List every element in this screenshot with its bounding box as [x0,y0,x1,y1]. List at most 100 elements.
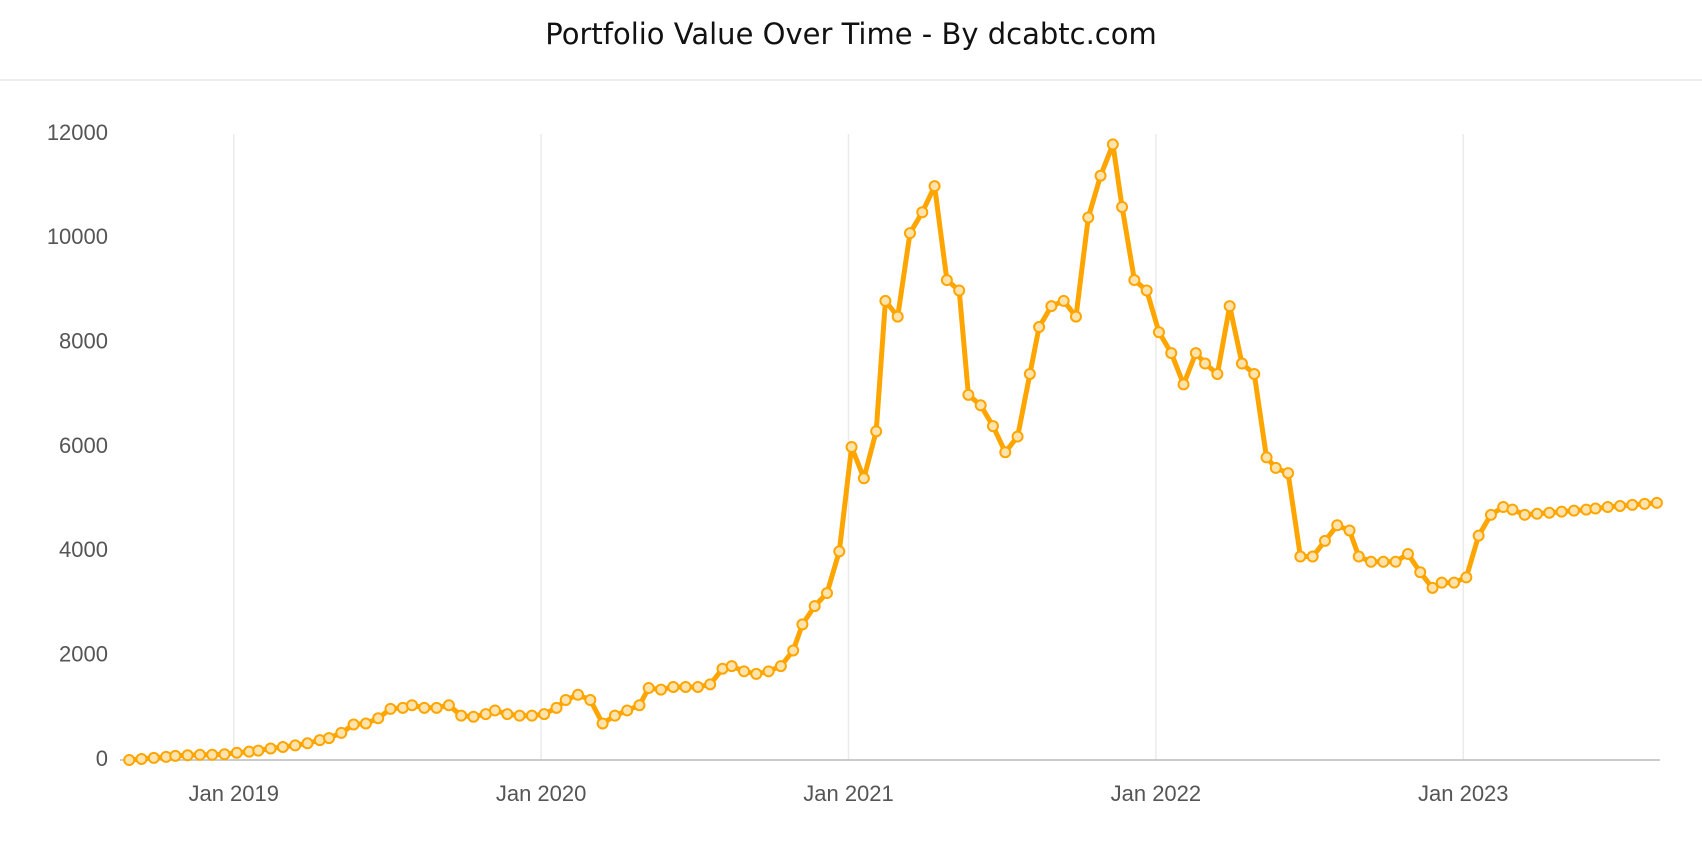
data-point [1235,357,1248,370]
data-point [762,665,775,678]
x-tick-label: Jan 2022 [1111,781,1202,806]
data-point [1269,461,1282,474]
data-point [1318,534,1331,547]
data-point [667,680,680,693]
data-point [1128,274,1141,287]
data-point [181,749,194,762]
data-point [879,294,892,307]
data-point [833,545,846,558]
data-point [347,718,360,731]
data-point [1152,326,1165,339]
data-point [1248,367,1261,380]
data-point [418,701,431,714]
data-point [1567,504,1580,517]
data-point [654,683,667,696]
data-point [442,699,455,712]
data-point [1638,497,1651,510]
data-point [1177,378,1190,391]
data-point [1626,498,1639,511]
data-point [1448,576,1461,589]
y-tick-label: 2000 [59,641,108,666]
data-point [1650,496,1663,509]
data-point [633,699,646,712]
x-tick-label: Jan 2019 [188,781,279,806]
data-point [1294,550,1307,563]
data-point [774,660,787,673]
data-point [1472,529,1485,542]
x-tick-label: Jan 2020 [496,781,587,806]
data-point [550,701,563,714]
data-point [1543,506,1556,519]
data-point [891,310,904,323]
data-point [1045,300,1058,313]
data-point [1140,284,1153,297]
data-point [525,709,538,722]
data-point [359,717,372,730]
data-point [135,752,148,765]
data-point [808,600,821,613]
data-point [384,702,397,715]
data-point [1426,581,1439,594]
data-point [986,420,999,433]
data-point [1106,138,1119,151]
data-point [1223,300,1236,313]
data-point [999,446,1012,459]
data-point [1057,294,1070,307]
data-point [953,284,966,297]
data-point [335,726,348,739]
data-point [1531,507,1544,520]
data-point [538,708,551,721]
data-point [147,751,160,764]
data-point [725,660,738,673]
data-point [857,472,870,485]
data-point [206,748,219,761]
data-point [1116,201,1129,214]
data-point [1189,347,1202,360]
x-tick-label: Jan 2021 [803,781,894,806]
data-point [940,274,953,287]
data-point [691,680,704,693]
data-point [796,618,809,631]
series-line [126,141,1660,763]
data-point [916,206,929,219]
data-point [430,701,443,714]
data-point [1343,524,1356,537]
data-point [276,740,289,753]
data-point [1023,367,1036,380]
data-point [123,754,136,766]
data-point [1555,505,1568,518]
data-point [1282,467,1295,480]
y-tick-label: 4000 [59,537,108,562]
data-point [1389,555,1402,568]
data-point [1306,550,1319,563]
y-tick-label: 6000 [59,433,108,458]
data-point [1094,169,1107,182]
data-point [870,425,883,438]
data-point [1352,550,1365,563]
data-point [974,399,987,412]
data-point [750,667,763,680]
data-point [193,748,206,761]
data-point [489,704,502,717]
data-point [1401,547,1414,560]
data-point [406,699,419,712]
y-tick-label: 0 [96,746,108,771]
x-tick-label: Jan 2023 [1418,781,1509,806]
data-point [845,441,858,453]
data-point [301,737,314,750]
y-tick-label: 12000 [47,120,108,145]
data-point [455,709,468,722]
data-point [1435,576,1448,589]
data-point [928,180,941,193]
data-point [1365,555,1378,568]
data-point [787,644,800,657]
data-point [1518,508,1531,521]
data-point [218,748,231,761]
data-point [1082,211,1095,224]
data-point [501,708,514,721]
y-tick-label: 10000 [47,224,108,249]
data-point [704,678,717,691]
data-point [1601,500,1614,513]
data-point [1614,499,1627,512]
